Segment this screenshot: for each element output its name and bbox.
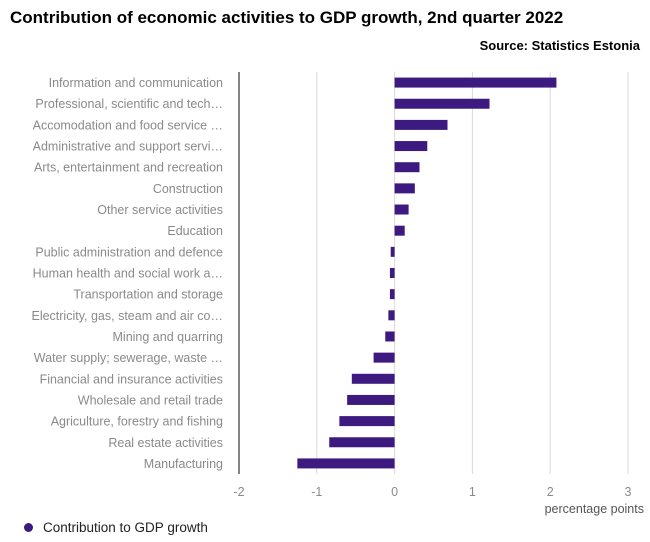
category-label: Arts, entertainment and recreation: [34, 161, 223, 175]
category-label: Financial and insurance activities: [40, 372, 223, 386]
category-label: Agriculture, forestry and fishing: [51, 415, 223, 429]
bar: [395, 78, 557, 88]
category-label: Public administration and defence: [35, 245, 223, 259]
category-label: Water supply; sewerage, waste …: [34, 351, 223, 365]
category-label: Construction: [153, 182, 223, 196]
bar: [395, 162, 420, 172]
legend: Contribution to GDP growth: [24, 520, 208, 535]
bar: [395, 120, 448, 130]
category-label: Information and communication: [49, 76, 223, 90]
bar: [329, 437, 394, 447]
category-label: Wholesale and retail trade: [78, 393, 223, 407]
bar: [352, 374, 395, 384]
category-label: Electricity, gas, steam and air co…: [31, 309, 223, 323]
x-tick-label: -1: [311, 485, 322, 499]
x-tick-label: 1: [469, 485, 476, 499]
x-tick-label: -2: [233, 485, 244, 499]
bar: [385, 331, 394, 341]
legend-label: Contribution to GDP growth: [43, 520, 208, 535]
x-tick-label: 3: [625, 485, 632, 499]
bar: [374, 353, 395, 363]
bar: [395, 205, 409, 215]
x-axis-title: percentage points: [545, 502, 644, 516]
category-label: Transportation and storage: [73, 288, 223, 302]
bar: [395, 99, 490, 109]
bar: [390, 289, 395, 299]
category-label: Real estate activities: [108, 436, 223, 450]
bar: [347, 395, 394, 405]
x-tick-label: 0: [391, 485, 398, 499]
bar: [388, 310, 394, 320]
category-label: Human health and social work a…: [33, 267, 223, 281]
category-label: Education: [167, 224, 223, 238]
bar: [339, 416, 394, 426]
category-label: Other service activities: [97, 203, 223, 217]
category-label: Professional, scientific and tech…: [35, 97, 223, 111]
bar: [395, 226, 405, 236]
category-label: Administrative and support servi…: [33, 140, 223, 154]
category-label: Mining and quarring: [113, 330, 224, 344]
bar: [297, 458, 394, 468]
bar: [391, 247, 395, 257]
bar: [395, 183, 415, 193]
bar: [395, 141, 428, 151]
category-label: Accomodation and food service …: [33, 118, 223, 132]
x-tick-label: 2: [547, 485, 554, 499]
bar: [390, 268, 395, 278]
bar-chart: -2 -1 0 1 2 3 Information and communication Pro…: [0, 0, 650, 520]
category-label: Manufacturing: [144, 457, 223, 471]
legend-swatch: [24, 523, 33, 532]
